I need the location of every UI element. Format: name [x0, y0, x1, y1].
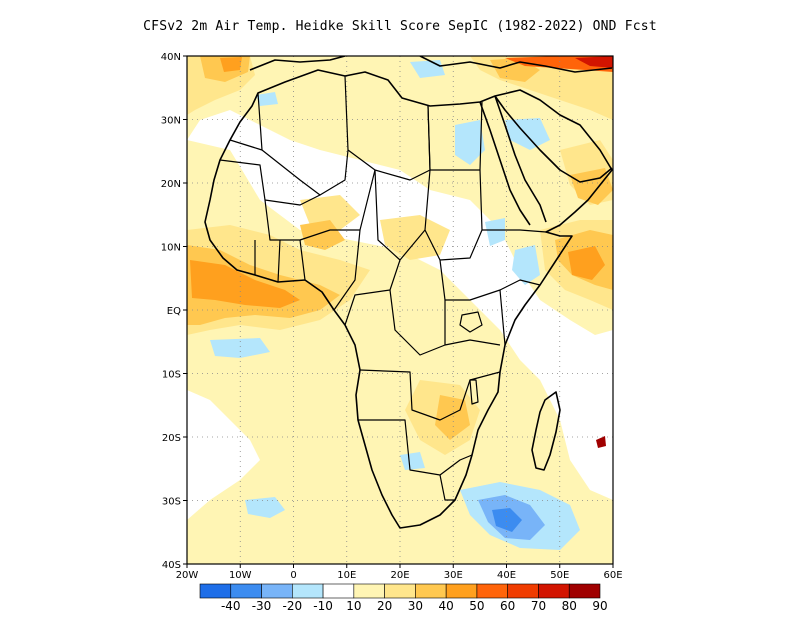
colorbar-label: 60 [500, 599, 515, 613]
lon-label: 10E [337, 570, 356, 581]
colorbar-label: 50 [469, 599, 484, 613]
border [257, 92, 349, 196]
colorbar-swatch [261, 583, 293, 599]
border [344, 259, 401, 326]
border [333, 229, 361, 311]
chart-title: CFSv2 2m Air Temp. Heidke Skill Score Se… [143, 19, 657, 34]
border [358, 419, 473, 476]
shade-dark-orange [220, 57, 242, 72]
border [424, 169, 483, 261]
shade-light-blue [485, 218, 505, 246]
colorbar-label: 90 [592, 599, 607, 613]
colorbar [199, 583, 601, 599]
border [389, 289, 446, 356]
lon-label: 20W [176, 570, 199, 581]
shade-red [575, 56, 613, 68]
shade-light-blue [210, 338, 270, 358]
lon-label: 40E [497, 570, 516, 581]
border [427, 101, 483, 171]
lat-lon-grid [187, 56, 613, 564]
shade-light-blue [512, 245, 540, 285]
lat-label: EQ [167, 306, 181, 317]
lake-victoria [459, 311, 483, 333]
border [439, 474, 455, 501]
colorbar-label: 20 [377, 599, 392, 613]
shade-light-blue [400, 452, 425, 470]
lon-label: 60E [603, 570, 622, 581]
shade-orange [570, 168, 613, 205]
border [264, 169, 376, 241]
colorbar-swatch [538, 583, 570, 599]
lat-label: 30S [162, 497, 181, 508]
colorbar-label: 10 [346, 599, 361, 613]
mediterranean-north-coast [249, 56, 613, 73]
colorbar-label: 70 [531, 599, 546, 613]
lake-malawi [469, 379, 479, 405]
colorbar-label: 40 [439, 599, 454, 613]
colorbar-label: -10 [313, 599, 333, 613]
longitude-ticks [186, 564, 614, 568]
colorbar-swatch [292, 583, 324, 599]
colorbar-labels: -40 -30 -20 -10 10 20 30 40 50 60 70 80 90 [221, 599, 608, 613]
lon-label: 50E [550, 570, 569, 581]
lat-label: 20N [161, 179, 181, 190]
colorbar-swatch [445, 583, 478, 599]
shade-light-blue [455, 120, 485, 165]
border [254, 239, 306, 283]
country-borders [219, 75, 547, 501]
madagascar-coastline [531, 391, 561, 471]
border [374, 169, 426, 261]
shade-yellow [300, 195, 360, 230]
colorbar-swatch [568, 583, 601, 599]
shade-dark-blue [492, 508, 522, 532]
lat-label: 20S [162, 433, 181, 444]
skill-shading [187, 56, 613, 564]
longitude-labels: 20W 10W 0 10E 20E 30E 40E 50E 60E [176, 570, 623, 581]
border [499, 289, 506, 346]
lon-label: 0 [290, 570, 296, 581]
shade-light-blue [256, 92, 278, 106]
colorbar-swatch [353, 583, 385, 599]
lat-label: 40N [161, 52, 181, 63]
latitude-ticks [183, 55, 187, 565]
colorbar-label: -40 [221, 599, 241, 613]
colorbar-swatch [384, 583, 416, 599]
border [482, 229, 547, 233]
arabia-coastline [494, 95, 613, 183]
lon-label: 20E [390, 570, 409, 581]
colorbar-swatch [507, 583, 539, 599]
shade-light-blue [245, 497, 285, 518]
lon-label: 10W [229, 570, 252, 581]
shade-dark-orange [568, 246, 605, 280]
colorbar-swatch [476, 583, 508, 599]
lat-label: 10N [161, 243, 181, 254]
africa-coastline [204, 69, 613, 529]
lat-label: 40S [162, 560, 181, 571]
border [439, 259, 541, 301]
colorbar-label: 80 [562, 599, 577, 613]
shade-red [596, 436, 606, 448]
shade-light-blue [505, 118, 550, 150]
latitude-labels: 40N 30N 20N 10N EQ 10S 20S 30S 40S [161, 52, 181, 571]
colorbar-swatch [199, 583, 232, 599]
red-sea-east-coast [494, 95, 547, 223]
border [229, 139, 263, 151]
colorbar-swatch [230, 583, 262, 599]
shade-yellow [380, 215, 450, 260]
border [444, 339, 501, 346]
lat-label: 30N [161, 116, 181, 127]
shade-dark-orange [190, 260, 300, 308]
colorbar-label: -30 [252, 599, 272, 613]
colorbar-swatch [322, 583, 355, 599]
lat-label: 10S [162, 370, 181, 381]
colorbar-label: -20 [283, 599, 303, 613]
colorbar-label: 30 [408, 599, 423, 613]
red-sea-west-coast [479, 101, 531, 226]
colorbar-swatch [415, 583, 447, 599]
coastlines [204, 56, 613, 529]
shade-orange [300, 220, 345, 250]
lon-label: 30E [444, 570, 463, 581]
